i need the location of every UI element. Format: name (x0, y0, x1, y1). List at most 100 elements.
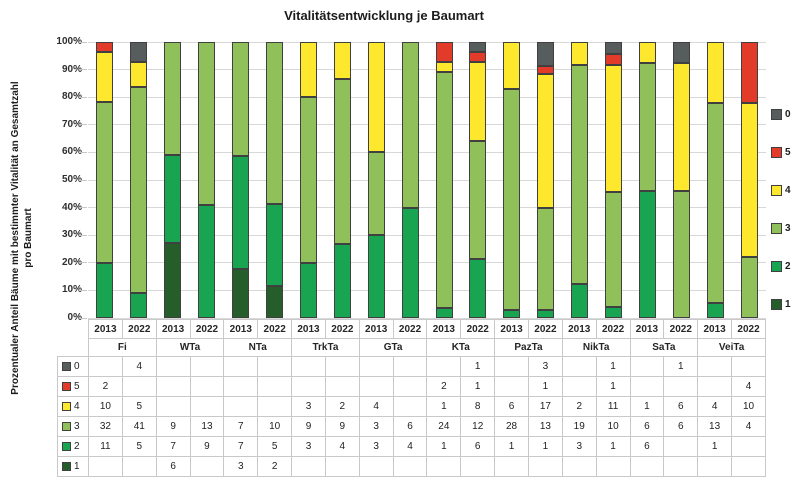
bar-segment-4 (740, 103, 758, 257)
bar-slot (325, 42, 359, 318)
table-row-key: 1 (57, 456, 89, 477)
legend-swatch-icon (771, 185, 782, 196)
bar-segment-0 (469, 42, 487, 52)
gridline (88, 151, 766, 153)
bar-segment-4 (503, 42, 521, 90)
table-cell (561, 356, 597, 377)
table-cell: 3 (561, 436, 597, 457)
bar-segment-2 (401, 207, 419, 318)
bar-segment-2 (638, 190, 656, 318)
table-cell: 7 (223, 436, 259, 457)
stacked-bar (537, 42, 555, 318)
table-cell: 4 (121, 356, 157, 377)
table-cell (731, 456, 766, 477)
x-year-label: 2022 (324, 319, 360, 339)
stacked-bar (164, 42, 182, 318)
table-cell: 9 (189, 436, 225, 457)
bar-segment-5 (96, 42, 114, 53)
x-group-label: GTa (358, 338, 428, 357)
table-cell (189, 456, 225, 477)
table-cell (88, 356, 123, 377)
x-year-label: 2022 (392, 319, 428, 339)
stacked-bar (96, 42, 114, 318)
table-cell: 11 (88, 436, 123, 457)
legend-item: 0 (771, 109, 791, 120)
table-cell: 4 (324, 436, 360, 457)
bar-slot (359, 42, 393, 318)
stacked-bar (130, 42, 148, 318)
table-cell: 6 (494, 396, 529, 417)
table-cell (527, 456, 563, 477)
table-cell: 1 (595, 436, 631, 457)
legend-label: 1 (785, 299, 791, 310)
x-year-label: 2013 (88, 319, 123, 339)
gridline (88, 96, 766, 98)
table-cell: 4 (731, 416, 766, 437)
table-cell: 19 (561, 416, 597, 437)
series-swatch-icon (62, 422, 71, 431)
bar-slot (664, 42, 698, 318)
table-row-key: 3 (57, 416, 89, 437)
legend-label: 2 (785, 261, 791, 272)
bar-slot (156, 42, 190, 318)
legend-swatch-icon (771, 261, 782, 272)
y-axis-title-line1: Prozentualer Anteil Bäume mit bestimmter… (10, 81, 21, 395)
table-cell: 7 (155, 436, 191, 457)
y-tick-mark (79, 234, 87, 236)
bar-segment-4 (537, 73, 555, 208)
table-cell: 6 (460, 436, 496, 457)
table-cell: 1 (595, 376, 631, 397)
table-cell (358, 456, 394, 477)
table-cell: 2 (257, 456, 293, 477)
table-cell (189, 376, 225, 397)
bar-segment-4 (96, 52, 114, 103)
table-cell: 7 (223, 416, 259, 437)
bar-segment-3 (130, 87, 148, 293)
y-tick-label: 50% (61, 174, 82, 185)
table-cell: 5 (121, 396, 157, 417)
bar-slot (224, 42, 258, 318)
x-year-label: 2022 (189, 319, 225, 339)
table-cell: 1 (629, 396, 665, 417)
bar-slot (631, 42, 665, 318)
bar-segment-4 (706, 42, 724, 104)
bar-segment-3 (706, 103, 724, 303)
stacked-bar (740, 42, 758, 318)
legend: 0 5 4 3 2 1 (771, 109, 791, 310)
series-swatch-icon (62, 442, 71, 451)
bar-segment-2 (96, 262, 114, 318)
legend-item: 2 (771, 261, 791, 272)
table-cell (257, 356, 293, 377)
table-cell (324, 356, 360, 377)
y-tick-mark (79, 124, 87, 126)
x-group-label: TrkTa (291, 338, 360, 357)
gridline (88, 124, 766, 126)
stacked-bar (198, 42, 216, 318)
bar-slot (393, 42, 427, 318)
table-cell: 6 (663, 396, 699, 417)
bar-segment-2 (571, 283, 589, 318)
bar-segment-4 (469, 61, 487, 141)
table-cell (324, 456, 360, 477)
x-year-label: 2022 (731, 319, 766, 339)
table-cell: 32 (88, 416, 123, 437)
table-cell (629, 356, 665, 377)
stacked-bar (605, 42, 623, 318)
table-cell (392, 396, 428, 417)
table-cell (731, 436, 766, 457)
table-cell (561, 456, 597, 477)
bar-slot (88, 42, 122, 318)
x-year-label: 2022 (460, 319, 496, 339)
table-cell (561, 376, 597, 397)
bar-segment-4 (672, 63, 690, 191)
stacked-bar (469, 42, 487, 318)
y-tick-mark (79, 317, 87, 319)
table-cell: 3 (291, 396, 326, 417)
table-cell (121, 376, 157, 397)
table-cell (155, 396, 191, 417)
bar-slot (529, 42, 563, 318)
gridline (88, 289, 766, 291)
table-cell (663, 456, 699, 477)
table-cell (189, 396, 225, 417)
y-tick-label: 40% (61, 201, 82, 213)
